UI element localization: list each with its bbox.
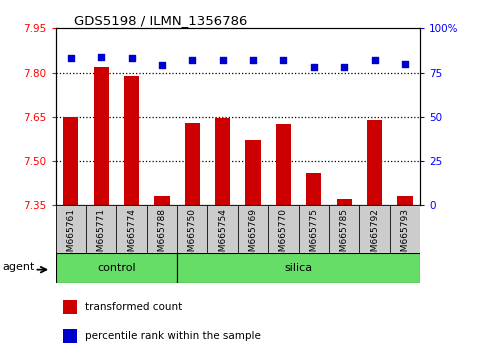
Point — [188, 57, 196, 63]
Point — [401, 61, 409, 67]
Bar — [94, 67, 109, 205]
Bar — [215, 118, 230, 205]
Bar — [86, 205, 116, 253]
Bar — [306, 173, 322, 205]
Text: GSM665788: GSM665788 — [157, 208, 167, 263]
Bar — [56, 253, 177, 283]
Point — [128, 56, 135, 61]
Bar — [177, 205, 208, 253]
Bar — [359, 205, 390, 253]
Bar — [298, 205, 329, 253]
Point — [341, 64, 348, 70]
Text: GSM665750: GSM665750 — [188, 208, 197, 263]
Bar — [398, 196, 412, 205]
Bar — [185, 123, 200, 205]
Point — [67, 56, 74, 61]
Text: GSM665771: GSM665771 — [97, 208, 106, 263]
Point — [310, 64, 318, 70]
Bar — [63, 117, 78, 205]
Bar — [63, 301, 77, 314]
Bar — [367, 120, 382, 205]
Text: GSM665774: GSM665774 — [127, 208, 136, 263]
Point — [249, 57, 257, 63]
Bar — [116, 205, 147, 253]
Text: silica: silica — [284, 263, 313, 273]
Bar — [238, 205, 268, 253]
Text: GSM665754: GSM665754 — [218, 208, 227, 263]
Text: percentile rank within the sample: percentile rank within the sample — [85, 331, 261, 341]
Bar — [124, 75, 139, 205]
Bar — [177, 253, 420, 283]
Bar — [276, 124, 291, 205]
Text: agent: agent — [3, 262, 35, 272]
Bar — [390, 205, 420, 253]
Bar — [63, 329, 77, 343]
Bar — [147, 205, 177, 253]
Bar — [337, 199, 352, 205]
Bar — [268, 205, 298, 253]
Text: GSM665775: GSM665775 — [309, 208, 318, 263]
Bar — [154, 196, 170, 205]
Point — [97, 54, 105, 59]
Text: control: control — [97, 263, 136, 273]
Point — [158, 63, 166, 68]
Text: GSM665792: GSM665792 — [370, 208, 379, 263]
Text: GSM665769: GSM665769 — [249, 208, 257, 263]
Text: GSM665793: GSM665793 — [400, 208, 410, 263]
Text: GSM665770: GSM665770 — [279, 208, 288, 263]
Bar — [208, 205, 238, 253]
Text: GSM665785: GSM665785 — [340, 208, 349, 263]
Point — [219, 57, 227, 63]
Bar — [56, 205, 86, 253]
Text: GDS5198 / ILMN_1356786: GDS5198 / ILMN_1356786 — [74, 14, 247, 27]
Bar — [329, 205, 359, 253]
Point — [371, 57, 379, 63]
Bar — [245, 141, 261, 205]
Point — [280, 57, 287, 63]
Text: GSM665761: GSM665761 — [66, 208, 75, 263]
Text: transformed count: transformed count — [85, 302, 182, 313]
